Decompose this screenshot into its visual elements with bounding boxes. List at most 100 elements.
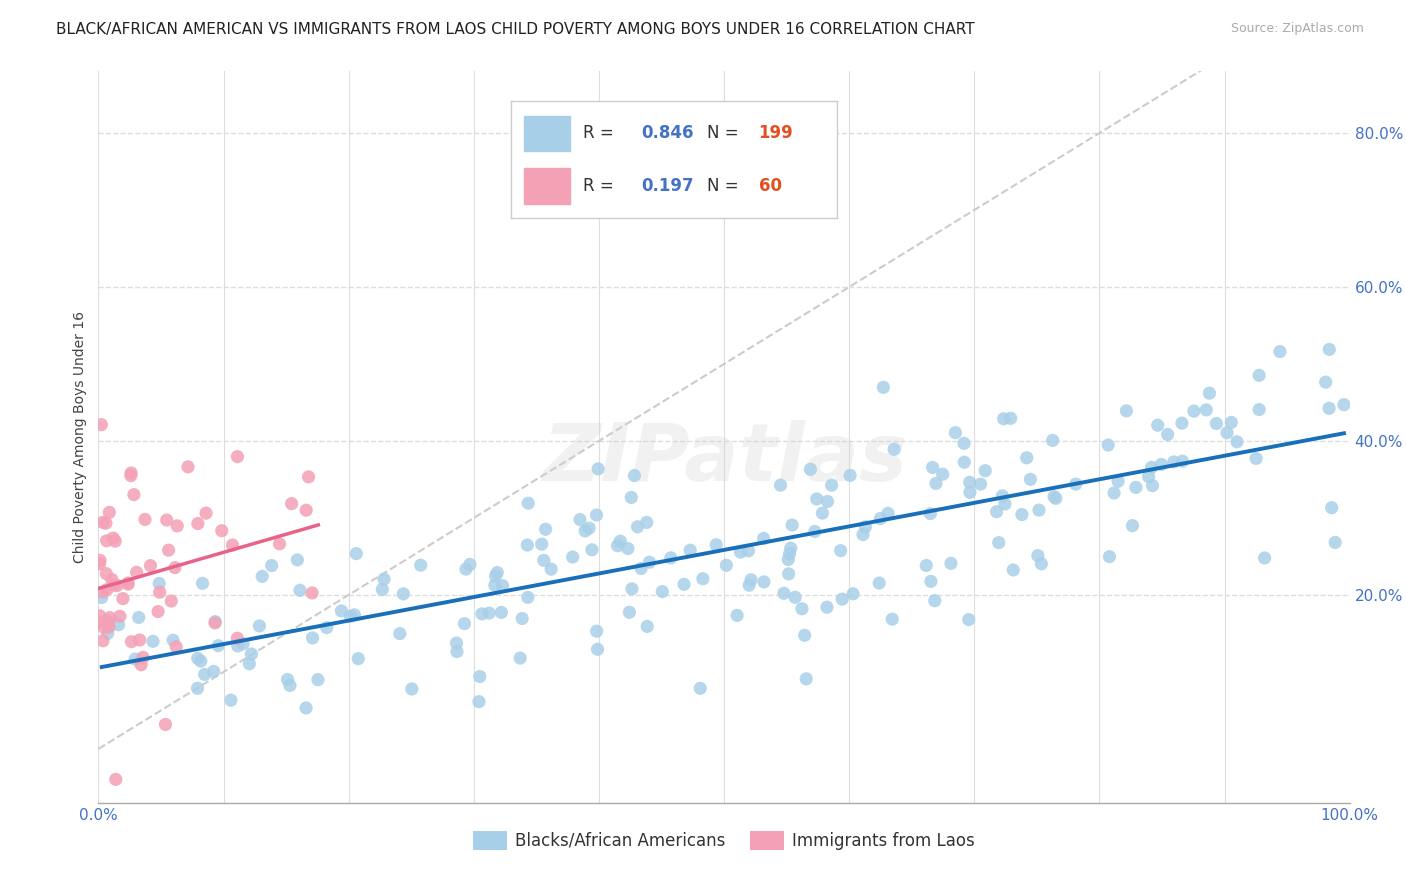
Point bbox=[831, 592, 853, 607]
Point bbox=[619, 605, 641, 619]
Point bbox=[207, 639, 229, 653]
Point bbox=[620, 491, 643, 505]
Point bbox=[581, 542, 603, 557]
Point bbox=[146, 605, 169, 619]
Point bbox=[1156, 427, 1178, 442]
Point bbox=[769, 478, 792, 492]
Point bbox=[974, 464, 997, 478]
Point bbox=[704, 538, 727, 552]
Point bbox=[609, 534, 631, 549]
Point bbox=[120, 634, 142, 648]
Point bbox=[190, 654, 212, 668]
Point bbox=[1031, 557, 1053, 571]
Point bbox=[737, 544, 759, 558]
Point bbox=[103, 578, 125, 592]
Text: Source: ZipAtlas.com: Source: ZipAtlas.com bbox=[1230, 22, 1364, 36]
Point bbox=[510, 611, 533, 625]
Point bbox=[986, 505, 1008, 519]
Point bbox=[578, 521, 600, 535]
Point bbox=[623, 468, 645, 483]
Point bbox=[409, 558, 432, 573]
Point bbox=[277, 673, 299, 687]
Point bbox=[1098, 549, 1121, 564]
Point bbox=[925, 476, 948, 491]
Point bbox=[226, 639, 249, 653]
Point bbox=[343, 607, 366, 622]
Y-axis label: Child Poverty Among Boys Under 16: Child Poverty Among Boys Under 16 bbox=[73, 311, 87, 563]
Point bbox=[134, 512, 156, 526]
Point bbox=[491, 606, 513, 620]
Point bbox=[344, 547, 367, 561]
Point bbox=[530, 537, 553, 551]
Point bbox=[486, 566, 509, 580]
Point bbox=[991, 489, 1014, 503]
Point bbox=[195, 506, 218, 520]
Point bbox=[117, 577, 139, 591]
Point bbox=[1043, 490, 1066, 504]
Point bbox=[142, 634, 165, 648]
Point bbox=[392, 587, 415, 601]
Point bbox=[586, 642, 609, 657]
Point bbox=[301, 631, 323, 645]
Point bbox=[471, 607, 494, 621]
Legend: Blacks/African Americans, Immigrants from Laos: Blacks/African Americans, Immigrants fro… bbox=[467, 824, 981, 856]
Point bbox=[799, 462, 821, 476]
Point bbox=[226, 632, 249, 646]
Text: ZIPatlas: ZIPatlas bbox=[541, 420, 907, 498]
Point bbox=[187, 651, 209, 665]
Text: BLACK/AFRICAN AMERICAN VS IMMIGRANTS FROM LAOS CHILD POVERTY AMONG BOYS UNDER 16: BLACK/AFRICAN AMERICAN VS IMMIGRANTS FRO… bbox=[56, 22, 974, 37]
Point bbox=[842, 587, 865, 601]
Point bbox=[132, 650, 155, 665]
Point bbox=[124, 652, 146, 666]
Point bbox=[269, 537, 291, 551]
Point bbox=[96, 533, 118, 548]
Point bbox=[307, 673, 329, 687]
Point bbox=[107, 617, 129, 632]
Point bbox=[780, 518, 803, 533]
Point bbox=[1220, 416, 1243, 430]
Point bbox=[148, 576, 170, 591]
Point bbox=[94, 516, 117, 530]
Point bbox=[301, 586, 323, 600]
Point bbox=[491, 579, 513, 593]
Point bbox=[868, 576, 890, 591]
Point bbox=[725, 608, 748, 623]
Point bbox=[90, 417, 112, 432]
Point bbox=[468, 695, 491, 709]
Point bbox=[540, 562, 562, 576]
Point bbox=[91, 585, 114, 599]
Point bbox=[1268, 344, 1291, 359]
Point bbox=[315, 621, 337, 635]
Point bbox=[793, 628, 815, 642]
Point bbox=[373, 572, 395, 586]
Point bbox=[939, 557, 962, 571]
Point bbox=[803, 524, 825, 539]
Point bbox=[1317, 401, 1340, 416]
Point bbox=[931, 467, 953, 482]
Point bbox=[620, 582, 643, 596]
Point bbox=[446, 636, 468, 650]
Point bbox=[165, 640, 187, 654]
Point bbox=[778, 552, 800, 566]
Point bbox=[953, 436, 976, 450]
Point bbox=[1163, 455, 1185, 469]
Point bbox=[484, 578, 506, 592]
Point bbox=[1315, 375, 1337, 389]
Point bbox=[820, 478, 842, 492]
Point bbox=[187, 516, 209, 531]
Point bbox=[1042, 434, 1064, 448]
Point bbox=[1002, 563, 1025, 577]
Point bbox=[91, 516, 114, 530]
Point bbox=[569, 512, 592, 526]
Point bbox=[882, 612, 904, 626]
Point bbox=[1333, 398, 1355, 412]
Point bbox=[1249, 402, 1271, 417]
Point bbox=[104, 534, 127, 549]
Point bbox=[295, 503, 318, 517]
Point bbox=[484, 569, 506, 583]
Point bbox=[288, 583, 311, 598]
Point bbox=[347, 651, 370, 665]
Point bbox=[877, 506, 900, 520]
Point bbox=[585, 624, 607, 639]
Point bbox=[1102, 486, 1125, 500]
